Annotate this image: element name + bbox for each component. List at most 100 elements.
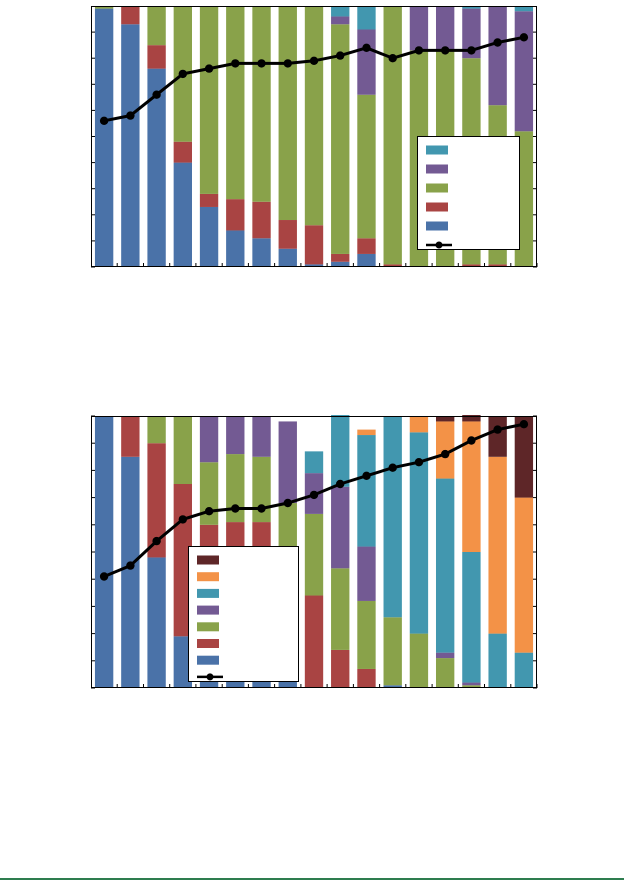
bar-segment-14-maroon <box>435 416 455 422</box>
bar-segment-8-purple <box>278 421 297 504</box>
line-point-17 <box>519 420 529 429</box>
bar-segment-3-green <box>147 416 166 444</box>
line-point-13 <box>414 46 424 55</box>
legend-box <box>417 136 520 250</box>
bar-segment-11-red <box>357 668 376 688</box>
bar-segment-16-teal <box>488 633 507 688</box>
bar-segment-17-purple <box>514 11 534 132</box>
legend-swatch-red <box>426 202 448 212</box>
bar-segment-11-blue <box>357 253 376 267</box>
bar-segment-3-green <box>147 6 166 46</box>
bar-segment-6-blue <box>226 230 245 267</box>
bar-segment-1-blue <box>94 416 114 688</box>
bar-segment-3-blue <box>147 68 166 267</box>
bar-segment-15-red <box>462 264 481 267</box>
bar-segment-9-red <box>304 225 324 265</box>
bar-segment-10-blue <box>331 261 350 267</box>
line-point-7 <box>257 59 266 68</box>
legend-line-marker <box>206 673 214 681</box>
line-point-12 <box>388 463 397 472</box>
bar-segment-10-teal <box>331 6 350 17</box>
legend-swatch-purple <box>197 605 219 615</box>
bar-segment-17-maroon <box>514 416 534 498</box>
plot-area <box>94 415 534 688</box>
bar-segment-16-purple <box>488 6 507 106</box>
bar-segment-10-green <box>331 24 350 254</box>
bar-segment-4-blue <box>173 636 192 688</box>
bar-segment-16-orange <box>488 456 507 634</box>
bar-segment-5-purple <box>199 416 219 463</box>
bar-segment-14-purple <box>435 6 455 51</box>
bar-segment-8-green <box>278 6 297 221</box>
bar-segment-13-teal <box>409 432 429 634</box>
legend-swatch-green <box>426 183 448 193</box>
bar-segment-11-green <box>357 600 376 669</box>
bar-segment-2-red <box>121 6 140 25</box>
legend-swatch-blue <box>197 655 219 665</box>
line-point-6 <box>231 59 240 68</box>
bar-segment-11-teal <box>357 435 376 547</box>
bar-segment-10-teal <box>331 415 350 487</box>
line-point-1 <box>99 116 109 126</box>
line-point-13 <box>414 458 424 467</box>
axes <box>91 415 538 689</box>
line-point-16 <box>493 425 502 434</box>
bar-segment-11-purple <box>357 29 376 95</box>
chart-bottom <box>91 415 538 689</box>
bar-segment-10-purple <box>331 16 350 25</box>
line-point-14 <box>441 449 450 459</box>
bar-segment-14-green <box>435 658 455 688</box>
legend <box>417 136 520 250</box>
bar-segment-12-red <box>383 264 402 267</box>
line-point-6 <box>231 504 240 513</box>
legend-swatch-blue <box>426 221 448 231</box>
bar-segment-17-teal <box>514 652 534 688</box>
bar-segment-15-orange <box>462 421 481 552</box>
bar-segment-1-blue <box>94 8 114 268</box>
bar-segment-9-green <box>304 513 324 596</box>
bar-segment-15-purple <box>462 682 481 686</box>
legend-line-marker <box>435 241 443 249</box>
bar-segment-15-purple <box>462 8 481 59</box>
bar-segment-14-teal <box>435 478 455 653</box>
bar-segment-11-red <box>357 238 376 254</box>
bar-segment-6-green <box>226 6 245 200</box>
legend-swatch-orange <box>197 572 219 582</box>
line-point-10 <box>336 51 345 60</box>
bar-segment-4-red <box>173 141 192 163</box>
bar-segment-9-red <box>304 595 324 688</box>
bar-segment-12-teal <box>383 416 402 618</box>
line-point-9 <box>309 56 319 65</box>
bar-segment-7-green <box>252 6 271 202</box>
line-point-9 <box>309 490 319 500</box>
line-point-4 <box>178 69 187 79</box>
line-point-5 <box>204 507 214 516</box>
axes <box>91 6 538 268</box>
bar-segment-11-green <box>357 94 376 239</box>
bar-segment-5-green <box>199 462 219 525</box>
bar-segment-3-red <box>147 45 166 69</box>
line-point-17 <box>519 33 529 42</box>
legend-swatch-green <box>197 622 219 632</box>
bar-segment-5-blue <box>199 206 219 267</box>
bar-segment-7-green <box>252 456 271 523</box>
bar-segment-6-red <box>226 199 245 231</box>
bar-segment-8-red <box>278 220 297 249</box>
bar-segment-13-purple <box>409 6 429 51</box>
line-point-2 <box>126 111 135 120</box>
bar-segment-11-orange <box>357 429 376 436</box>
line-point-15 <box>467 436 476 445</box>
bar-segment-4-green <box>173 416 192 484</box>
line-point-5 <box>204 64 214 73</box>
bar-segment-2-blue <box>121 24 140 267</box>
legend <box>188 546 299 682</box>
bar-segment-11-purple <box>357 546 376 601</box>
bar-segment-16-maroon <box>488 416 507 457</box>
bar-segment-2-blue <box>121 456 140 688</box>
bar-segment-10-purple <box>331 486 350 569</box>
bar-segment-13-orange <box>409 416 429 433</box>
plot-area <box>94 6 534 268</box>
bar-segment-9-teal <box>304 451 324 474</box>
bar-segment-8-blue <box>278 248 297 267</box>
bar-segment-6-purple <box>226 416 245 455</box>
